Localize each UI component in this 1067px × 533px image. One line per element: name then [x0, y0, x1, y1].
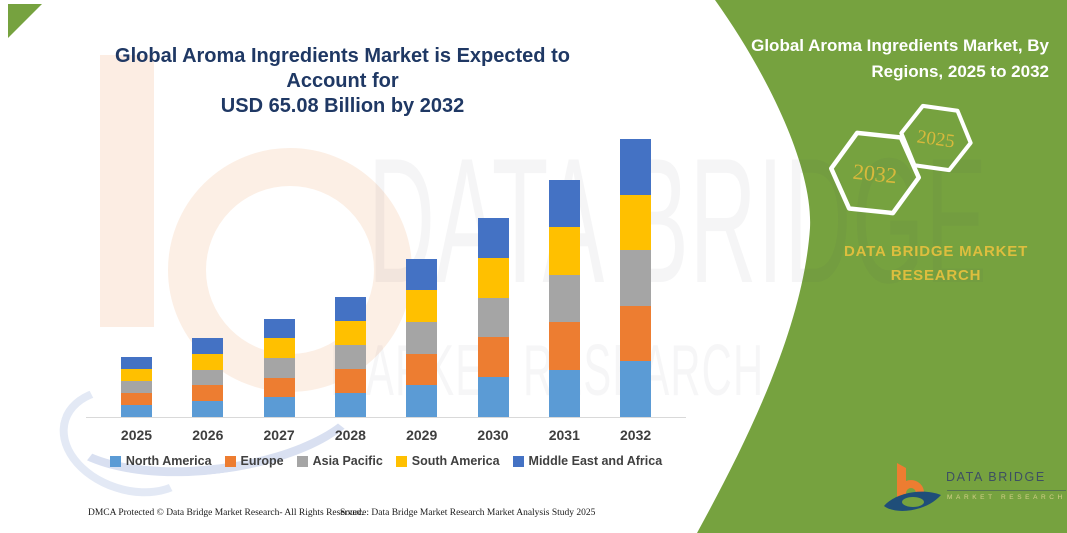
legend-label: Asia Pacific: [312, 454, 383, 468]
bar-segment-middle-east-and-africa: [620, 139, 652, 195]
bar-segment-asia-pacific: [263, 357, 295, 378]
bar-segment-europe: [406, 353, 438, 386]
bar-segment-south-america: [263, 338, 295, 358]
legend-item-south-america: South America: [395, 454, 500, 468]
panel-brand-text: DATA BRIDGE MARKET RESEARCH: [800, 240, 1067, 288]
bar-segment-south-america: [548, 227, 580, 275]
bar-segment-europe: [334, 369, 366, 394]
x-axis-label: 2026: [192, 427, 224, 443]
legend-swatch-icon: [224, 455, 236, 467]
panel-title-line2: Regions, 2025 to 2032: [871, 62, 1049, 81]
bar-segment-south-america: [121, 369, 152, 382]
bar-segment-asia-pacific: [548, 274, 580, 323]
panel-brand-line1: DATA BRIDGE MARKET: [843, 243, 1029, 260]
data-bridge-logo-icon: [884, 463, 941, 511]
bar-segment-asia-pacific: [406, 322, 438, 354]
bar-segment-europe: [121, 393, 152, 406]
bar-segment-middle-east-and-africa: [548, 179, 580, 228]
legend-label: Europe: [240, 454, 284, 468]
legend-swatch-icon: [395, 455, 407, 467]
watermark-logo-bar: [100, 55, 154, 327]
hexagon-2025: [899, 103, 973, 173]
x-axis-label: 2031: [548, 427, 580, 443]
panel-title-line1: Global Aroma Ingredients Market, By: [751, 36, 1049, 55]
bar-segment-asia-pacific: [620, 250, 652, 306]
bar-segment-south-america: [334, 321, 366, 346]
legend-item-middle-east-and-africa: Middle East and Africa: [512, 454, 663, 468]
bar-segment-north-america: [263, 397, 295, 417]
bar-segment-asia-pacific: [121, 381, 152, 394]
bar-segment-asia-pacific: [334, 345, 366, 370]
legend-label: North America: [125, 454, 212, 468]
bar-segment-north-america: [477, 377, 509, 417]
legend-item-asia-pacific: Asia Pacific: [296, 454, 383, 468]
legend-swatch-icon: [512, 455, 524, 467]
bar-segment-middle-east-and-africa: [263, 318, 295, 339]
footer-source-text: Source: Data Bridge Market Research Mark…: [340, 508, 596, 518]
footer-dmca-text: DMCA Protected © Data Bridge Market Rese…: [88, 508, 364, 518]
hexagon-year-2025: 2025: [916, 126, 957, 152]
legend-swatch-icon: [296, 455, 308, 467]
x-axis-label: 2032: [620, 427, 652, 443]
bar-segment-south-america: [192, 353, 224, 370]
bar-segment-middle-east-and-africa: [121, 357, 152, 370]
bar-segment-europe: [620, 305, 652, 362]
hexagon-2032: [828, 130, 922, 216]
legend-item-europe: Europe: [224, 454, 284, 468]
bar-segment-south-america: [477, 257, 509, 298]
x-axis-label: 2027: [263, 427, 295, 443]
chart-title-line2: USD 65.08 Billion by 2032: [220, 95, 465, 117]
bar-segment-europe: [263, 377, 295, 398]
bar-segment-europe: [192, 385, 224, 402]
bar-segment-north-america: [548, 369, 580, 417]
bar-segment-north-america: [121, 405, 152, 417]
chart-title-line1: Global Aroma Ingredients Market is Expec…: [115, 45, 570, 92]
bar-segment-north-america: [406, 385, 438, 417]
x-axis-line: [86, 417, 686, 418]
chart-title: Global Aroma Ingredients Market is Expec…: [80, 44, 605, 119]
logo-subtitle: MARKET RESEARCH: [947, 490, 1066, 501]
legend-label: Middle East and Africa: [528, 454, 663, 468]
bar-segment-north-america: [192, 401, 224, 417]
bar-segment-europe: [477, 337, 509, 378]
legend-item-north-america: North America: [109, 454, 212, 468]
corner-accent-triangle: [8, 4, 42, 38]
bar-segment-middle-east-and-africa: [334, 297, 366, 322]
legend-label: South America: [411, 454, 500, 468]
bar-segment-europe: [548, 322, 580, 370]
bar-segment-middle-east-and-africa: [477, 218, 509, 258]
chart-legend: North America Europe Asia Pacific South Ame…: [76, 454, 696, 468]
bar-segment-south-america: [620, 194, 652, 251]
legend-swatch-icon: [109, 455, 121, 467]
bar-segment-north-america: [334, 393, 366, 417]
bar-segment-middle-east-and-africa: [406, 258, 438, 291]
bar-segment-middle-east-and-africa: [192, 337, 224, 354]
x-axis-label: 2029: [406, 427, 438, 443]
logo-wordmark: DATA BRIDGE: [946, 470, 1046, 484]
bar-segment-asia-pacific: [192, 369, 224, 386]
x-axis-label: 2028: [334, 427, 366, 443]
x-axis-label: 2030: [477, 427, 509, 443]
bar-segment-north-america: [620, 361, 652, 417]
bar-segment-south-america: [406, 290, 438, 323]
x-axis-label: 2025: [120, 427, 153, 443]
panel-title: Global Aroma Ingredients Market, By Regi…: [737, 33, 1049, 85]
hexagon-year-2032: 2032: [852, 159, 898, 188]
bar-segment-asia-pacific: [477, 297, 509, 338]
panel-brand-line2: RESEARCH: [890, 267, 982, 284]
